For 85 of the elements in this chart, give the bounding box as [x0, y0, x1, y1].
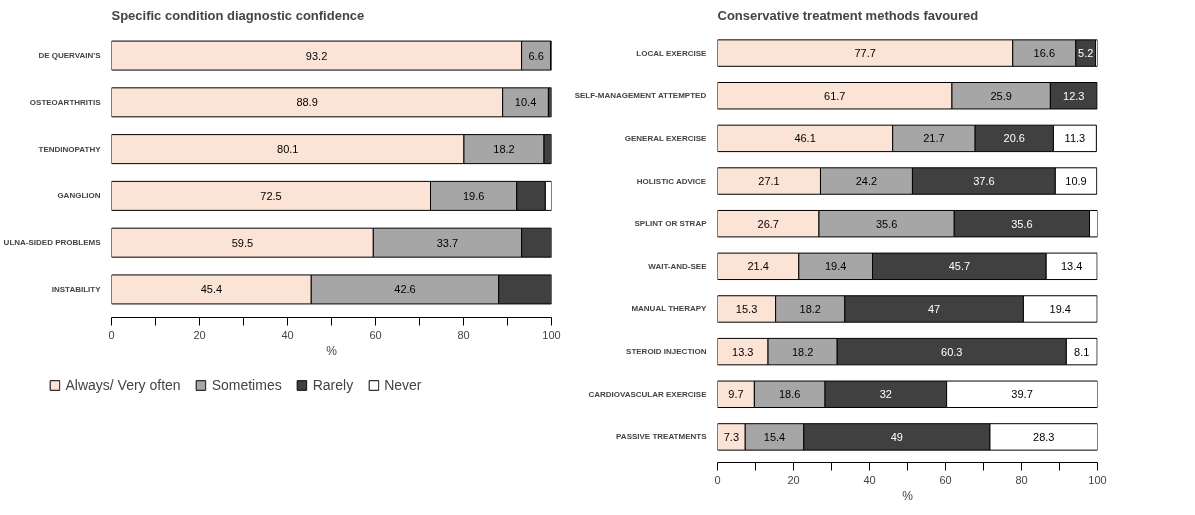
data-label: 9.7 [728, 388, 744, 401]
data-label: 35.6 [1011, 217, 1033, 230]
y-tick-label: SELF-MANAGEMENT ATTEMPTED [574, 91, 707, 101]
data-label: 39.7 [1011, 388, 1033, 401]
data-label: 32 [879, 388, 892, 401]
data-label: 28.3 [1033, 430, 1055, 443]
x-tick-label: 0 [714, 473, 721, 486]
y-tick-label: SPLINT OR STRAP [634, 219, 708, 229]
y-tick-label: ULNA-SIDED PROBLEMS [3, 238, 102, 248]
data-label: 49 [890, 430, 903, 443]
data-label: 16.6 [1033, 47, 1056, 60]
data-label: 61.7 [824, 89, 846, 102]
data-label: 59.5 [231, 236, 254, 249]
y-tick-label: INSTABILITY [51, 284, 102, 294]
data-label: 60.3 [941, 345, 963, 358]
data-label: 37.6 [973, 175, 995, 188]
legend-label: Never [384, 377, 422, 393]
data-label: 25.9 [990, 89, 1012, 102]
chart-title: Specific condition diagnostic confidence [111, 7, 365, 23]
y-tick-label: CARDIOVASCULAR EXERCISE [588, 389, 708, 399]
data-label: 11.3 [1064, 132, 1086, 145]
y-tick-label: GENERAL EXERCISE [624, 133, 708, 143]
data-label: 19.4 [824, 260, 847, 273]
data-label: 26.7 [757, 217, 779, 230]
data-label: 18.6 [779, 388, 801, 401]
x-tick-label: 20 [193, 328, 206, 341]
x-tick-label: 100 [1088, 473, 1107, 486]
data-label: 6.6 [528, 49, 544, 62]
chart-title: Conservative treatment methods favoured [717, 7, 979, 23]
data-label: 35.6 [875, 217, 898, 230]
y-tick-label: OSTEOARTHRITIS [29, 97, 102, 107]
legend-label: Sometimes [211, 377, 282, 393]
x-tick-label: 100 [542, 328, 561, 341]
data-label: 93.2 [305, 49, 328, 62]
data-label: 12.3 [1063, 89, 1085, 102]
data-label: 15.3 [735, 302, 758, 315]
x-tick-label: 80 [1015, 473, 1028, 486]
data-label: 33.7 [436, 236, 459, 249]
data-label: 10.9 [1065, 175, 1087, 188]
x-tick-label: 60 [939, 473, 952, 486]
x-tick-label: 20 [787, 473, 800, 486]
data-label: 77.7 [854, 47, 876, 60]
data-label: 46.1 [794, 132, 816, 145]
y-tick-label: PASSIVE TREATMENTS [616, 432, 708, 442]
data-label: 8.1 [1074, 345, 1090, 358]
y-tick-label: STEROID INJECTION [626, 347, 707, 357]
data-label: 72.5 [260, 189, 282, 202]
data-label: 18.2 [799, 302, 821, 315]
y-tick-label: GANGLION [57, 191, 101, 201]
data-label: 19.6 [462, 189, 485, 202]
data-label: 45.4 [200, 283, 223, 296]
x-tick-label: 0 [108, 328, 115, 341]
data-label: 7.3 [723, 430, 740, 443]
x-tick-label: 40 [863, 473, 876, 486]
data-label: 18.2 [791, 345, 814, 358]
data-label: 24.2 [855, 175, 878, 188]
x-axis-title: % [326, 343, 338, 358]
data-label: 5.2 [1078, 47, 1094, 60]
y-tick-label: WAIT-AND-SEE [648, 261, 708, 271]
data-label: 42.6 [394, 283, 416, 296]
x-tick-label: 60 [369, 328, 382, 341]
data-label: 15.4 [763, 430, 786, 443]
y-tick-label: LOCAL EXERCISE [636, 48, 708, 58]
legend-label: Rarely [312, 377, 354, 393]
x-tick-label: 40 [281, 328, 294, 341]
data-label: 47 [927, 302, 941, 315]
x-tick-label: 80 [457, 328, 470, 341]
data-label: 27.1 [758, 175, 780, 188]
y-tick-label: MANUAL THERAPY [631, 304, 708, 314]
data-label: 80.1 [277, 143, 299, 156]
legend-label: Always/ Very often [65, 377, 181, 393]
y-tick-label: DE QUERVAIN'S [38, 51, 102, 61]
y-tick-label: TENDINOPATHY [38, 144, 102, 154]
data-label: 13.4 [1060, 260, 1083, 273]
x-axis-title: % [902, 488, 914, 503]
data-label: 19.4 [1049, 302, 1071, 315]
data-label: 45.7 [948, 260, 971, 273]
y-tick-label: HOLISTIC ADVICE [636, 176, 707, 186]
data-label: 10.4 [514, 96, 537, 109]
data-label: 21.7 [923, 132, 945, 145]
data-label: 20.6 [1003, 132, 1025, 145]
data-label: 13.3 [732, 345, 754, 358]
data-label: 88.9 [296, 96, 318, 109]
data-label: 18.2 [493, 143, 515, 156]
data-label: 21.4 [747, 260, 769, 273]
